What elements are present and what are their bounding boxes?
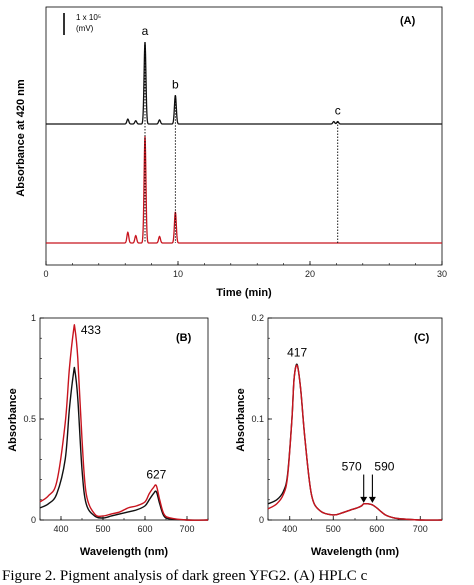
- panel-a-y-axis-label: Absorbance at 420 nm: [15, 79, 27, 197]
- panel-b-y-axis-label: Absorbance: [7, 388, 19, 452]
- scale-bar-label-unit: (mV): [76, 24, 94, 33]
- panel-a-x-tick-label: 30: [437, 269, 447, 279]
- panel-b-peak-label-627: 627: [146, 468, 166, 482]
- panel-b-spectrum-red: [39, 324, 209, 521]
- panel-b-x-tick-label: 700: [179, 524, 194, 534]
- panel-c-peak-label-570: 570: [342, 460, 362, 474]
- panel-c-x-tick-label: 600: [369, 524, 384, 534]
- panel-b-x-tick-label: 500: [95, 524, 110, 534]
- panel-c-arrowhead-570: [360, 496, 368, 503]
- panel-c-peak-label-417: 417: [287, 345, 307, 359]
- panel-b-spectrum-black: [39, 366, 209, 521]
- panel-b-peak-label-433: 433: [81, 323, 101, 337]
- panel-c-arrowhead-590: [368, 496, 376, 503]
- panel-a-x-axis-label: Time (min): [216, 287, 272, 299]
- panel-c-plot-area: 417 570 590: [267, 345, 443, 521]
- panel-c-x-tick-label: 400: [282, 524, 297, 534]
- panel-c-y-axis-label: Absorbance: [235, 388, 247, 452]
- panel-c-x-tick-label: 500: [326, 524, 341, 534]
- panel-a-x-tick-label: 20: [305, 269, 315, 279]
- panel-a-trace-red: [46, 136, 442, 244]
- peak-label-b: b: [172, 77, 179, 91]
- scale-bar-label-value: 1 x 10⁵: [76, 13, 101, 22]
- panel-c-peak-label-590: 590: [374, 460, 394, 474]
- panel-b-x-tick-label: 600: [137, 524, 152, 534]
- panel-b-label: (B): [176, 332, 192, 344]
- panel-c-x-tick-label: 700: [413, 524, 428, 534]
- panel-c-ticks: 400 500 600 700 0 0.1 0.2: [251, 313, 443, 534]
- panel-b-x-tick-label: 400: [53, 524, 68, 534]
- panel-a-x-ticks: 0 10 20 30: [43, 261, 447, 279]
- panel-b-absorbance-chart: (B) 400 500 600 700 0 0.5 1 433 627 Wavelength …: [7, 313, 209, 558]
- panel-a-plot-area: a b c: [46, 24, 442, 244]
- panel-a-label: (A): [400, 15, 416, 27]
- panel-c-y-tick-label: 0.2: [251, 313, 264, 323]
- peak-label-a: a: [142, 24, 149, 38]
- panel-a-x-tick-label: 0: [43, 269, 48, 279]
- panel-b-y-tick-label: 0: [31, 515, 36, 525]
- panel-a-frame: [45, 6, 443, 266]
- panel-a-hplc-chart: (A) 1 x 10⁵ (mV) 0 10 20 30 abc Time (min) …: [15, 6, 447, 299]
- panel-b-ticks: 400 500 600 700 0 0.5 1: [23, 313, 209, 534]
- panel-a-trace-black: [46, 41, 442, 125]
- panel-c-x-axis-label: Wavelength (nm): [311, 546, 400, 558]
- panel-b-y-tick-label: 1: [31, 313, 36, 323]
- panel-c-label: (C): [414, 332, 430, 344]
- figure-caption: Figure 2. Pigment analysis of dark green…: [2, 568, 368, 584]
- panel-c-spectrum-red: [267, 364, 443, 521]
- panel-b-y-tick-label: 0.5: [23, 414, 36, 424]
- panel-c-absorbance-chart: (C) 400 500 600 700 0 0.1 0.2 417 570 590 Wavele…: [235, 313, 443, 558]
- panel-c-y-tick-label: 0: [259, 515, 264, 525]
- panel-b-plot-area: 433 627: [39, 323, 209, 521]
- peak-label-c: c: [335, 104, 341, 118]
- panel-b-x-axis-label: Wavelength (nm): [80, 546, 169, 558]
- panel-c-y-tick-label: 0.1: [251, 414, 264, 424]
- panel-a-x-tick-label: 10: [173, 269, 183, 279]
